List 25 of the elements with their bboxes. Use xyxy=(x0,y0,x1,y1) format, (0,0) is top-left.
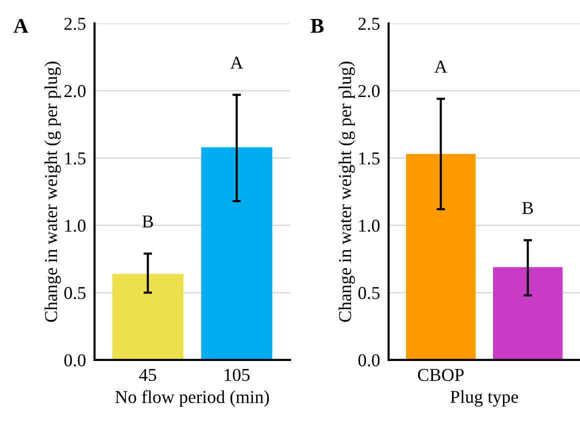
y-axis-title: Change in water weight (g per plug) xyxy=(44,62,61,322)
annotation: B xyxy=(142,216,153,228)
x-tick-label: 45 xyxy=(139,368,156,382)
x-tick-label: 105 xyxy=(224,368,250,382)
x-axis-title: No flow period (min) xyxy=(115,390,269,407)
y-tick-label: 0.0 xyxy=(358,354,380,366)
annotation: A xyxy=(230,56,244,69)
y-tick-label: 2.0 xyxy=(64,84,86,98)
y-tick-label: 0.5 xyxy=(358,286,380,300)
y-tick-label: 1.0 xyxy=(359,220,380,232)
y-tick-label: 0.0 xyxy=(64,354,86,366)
y-tick-label: 2.0 xyxy=(358,84,380,98)
y-axis-title: Change in water weight (g per plug) xyxy=(338,62,355,322)
chart-title: B xyxy=(310,19,324,33)
y-tick-label: 2.5 xyxy=(64,18,86,30)
x-axis-title: Plug type xyxy=(450,390,518,407)
chart-title: A xyxy=(14,18,28,33)
y-tick-label: 1.5 xyxy=(65,152,86,165)
annotation: B xyxy=(522,202,533,214)
y-tick-label: 2.5 xyxy=(358,18,380,30)
y-tick-label: 1.5 xyxy=(359,152,380,165)
x-tick-label: CBOP xyxy=(418,368,464,382)
y-tick-label: 0.5 xyxy=(64,286,86,300)
annotation: A xyxy=(434,60,448,73)
y-tick-label: 1.0 xyxy=(65,220,86,232)
